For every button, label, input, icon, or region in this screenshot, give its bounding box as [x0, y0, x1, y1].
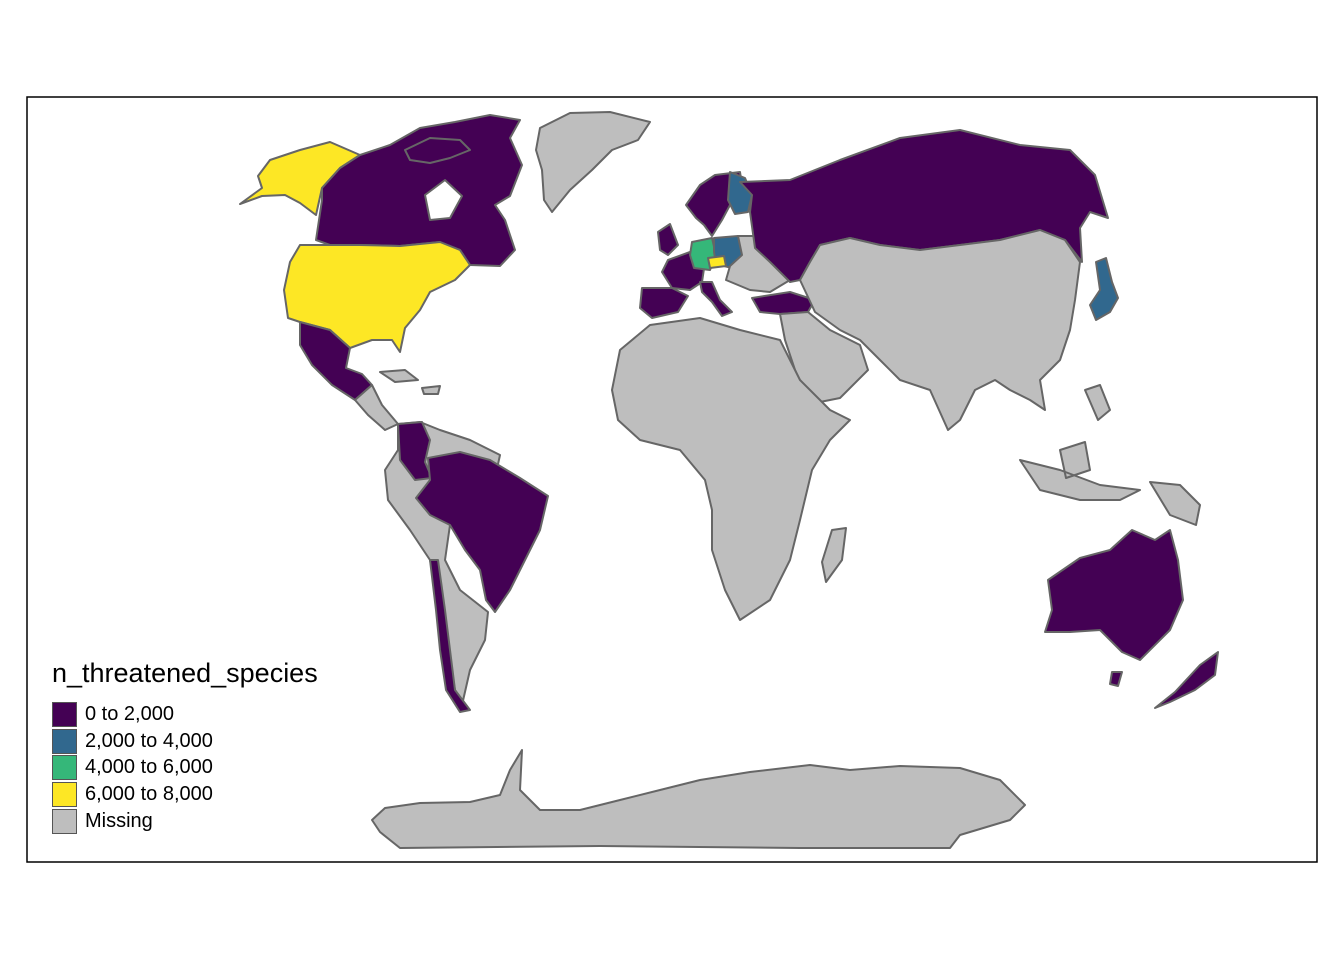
- region-czechia[interactable]: [707, 255, 727, 269]
- legend-label: 4,000 to 6,000: [85, 756, 213, 779]
- region-madagascar[interactable]: [821, 527, 847, 583]
- legend-label: Missing: [85, 810, 153, 833]
- region-hudson-bay: [424, 179, 463, 221]
- region-asia[interactable]: [799, 229, 1081, 431]
- region-japan[interactable]: [1089, 257, 1119, 321]
- region-new-zealand[interactable]: [1154, 651, 1219, 709]
- legend-swatch: [52, 782, 77, 808]
- legend-label: 2,000 to 4,000: [85, 729, 213, 752]
- legend-item: 6,000 to 8,000: [52, 781, 318, 808]
- legend-label: 6,000 to 8,000: [85, 783, 213, 806]
- legend-item: 4,000 to 6,000: [52, 755, 318, 782]
- region-canada[interactable]: [315, 114, 523, 267]
- region-greenland[interactable]: [535, 111, 651, 213]
- region-africa[interactable]: [611, 317, 851, 621]
- map-frame: [26, 96, 1318, 863]
- region-uk[interactable]: [657, 223, 679, 256]
- legend-swatch: [52, 755, 77, 781]
- region-indonesia[interactable]: [1019, 384, 1201, 526]
- region-canada-islands[interactable]: [404, 137, 471, 164]
- region-italy[interactable]: [699, 281, 733, 317]
- legend-label: 0 to 2,000: [85, 702, 174, 725]
- region-spain[interactable]: [639, 287, 689, 319]
- region-australia[interactable]: [1044, 529, 1184, 661]
- legend-swatch: [52, 701, 77, 727]
- region-caribbean[interactable]: [379, 369, 441, 395]
- region-united-states[interactable]: [283, 241, 471, 353]
- region-alaska[interactable]: [239, 141, 361, 216]
- legend-item: 2,000 to 4,000: [52, 728, 318, 755]
- map-legend: n_threatened_species 0 to 2,000 2,000 to…: [52, 658, 318, 835]
- region-chile[interactable]: [429, 559, 471, 713]
- region-antarctica[interactable]: [371, 749, 1026, 849]
- legend-item: Missing: [52, 808, 318, 835]
- region-tasmania[interactable]: [1109, 671, 1123, 687]
- legend-swatch: [52, 809, 77, 835]
- legend-title: n_threatened_species: [52, 658, 318, 688]
- legend-item: 0 to 2,000: [52, 701, 318, 728]
- legend-swatch: [52, 728, 77, 754]
- region-brazil[interactable]: [415, 451, 549, 613]
